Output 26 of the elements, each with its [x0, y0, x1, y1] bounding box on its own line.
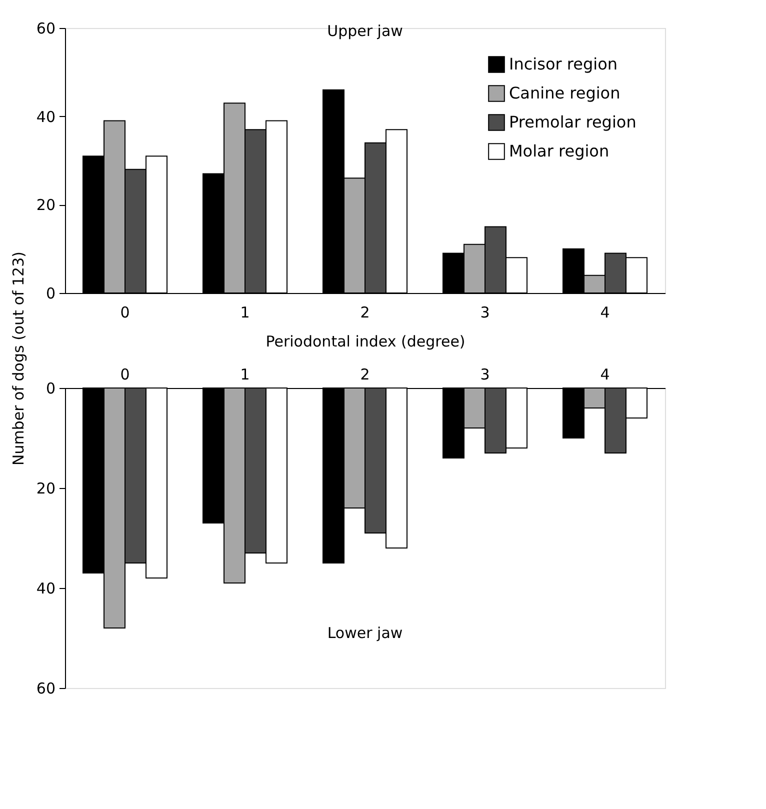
y-tick-label: 0: [46, 284, 56, 302]
x-tick-label: 3: [480, 304, 490, 322]
y-tick-label: 60: [36, 20, 56, 38]
y-tick-label: 20: [36, 480, 56, 498]
y-tick-label: 20: [36, 196, 56, 214]
x-tick-label: 4: [600, 366, 610, 384]
x-tick-label: 1: [240, 366, 250, 384]
y-tick-label: 40: [36, 580, 56, 598]
x-tick-label: 3: [480, 366, 490, 384]
x-axis-title: Periodontal index (degree): [266, 332, 466, 350]
legend-label: Premolar region: [509, 112, 636, 132]
legend-label: Incisor region: [509, 54, 618, 74]
y-axis-title: Number of dogs (out of 123): [9, 252, 28, 466]
x-tick-label: 2: [360, 304, 370, 322]
legend-label: Molar region: [509, 142, 610, 160]
y-tick-label: 40: [36, 108, 56, 126]
legend-label: Canine region: [509, 84, 620, 102]
y-tick-label: 0: [46, 380, 56, 398]
x-tick-label: 1: [240, 304, 250, 322]
x-tick-label: 0: [120, 366, 130, 384]
x-tick-label: 0: [120, 304, 130, 322]
text: Lower jaw: [327, 624, 403, 642]
chart-title: Upper jaw: [327, 22, 403, 40]
x-tick-label: 2: [360, 366, 370, 384]
y-tick-label: 60: [36, 680, 56, 698]
x-tick-label: 4: [600, 304, 610, 322]
